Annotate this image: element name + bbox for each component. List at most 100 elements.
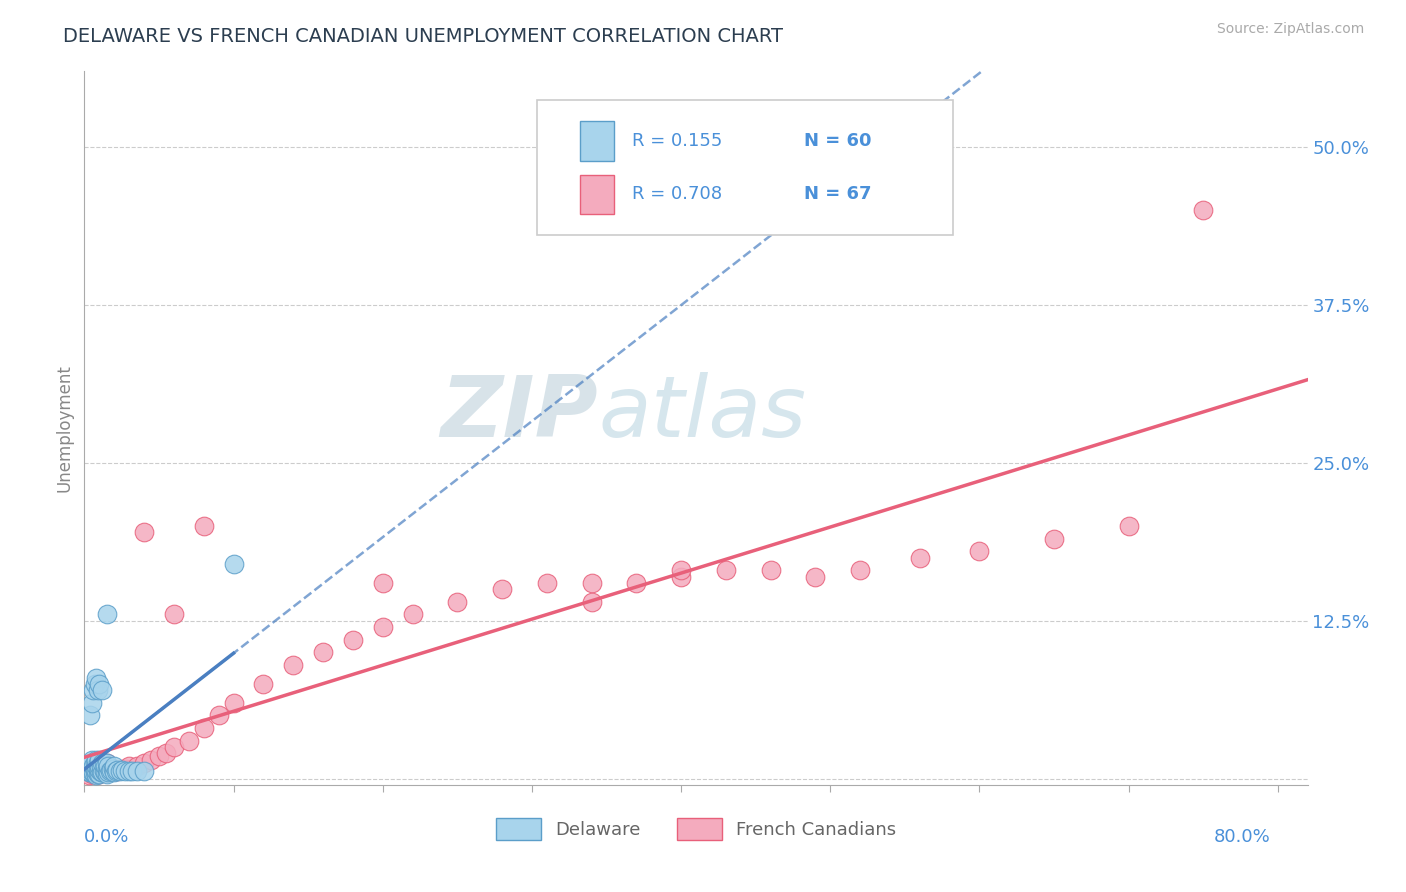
Point: [104, 764, 127, 778]
Point: [84, 766, 107, 780]
Point: [177, 733, 200, 747]
Point: [97, 759, 120, 773]
Point: [714, 563, 737, 577]
Point: [93, 756, 115, 771]
Point: [491, 582, 513, 597]
Point: [132, 525, 155, 540]
Point: [96, 765, 118, 780]
Point: [84, 768, 107, 782]
Point: [89, 762, 111, 776]
FancyBboxPatch shape: [579, 175, 614, 214]
Point: [96, 762, 118, 776]
Point: [87, 756, 110, 771]
Point: [283, 657, 305, 672]
Point: [91, 759, 114, 773]
Text: N = 67: N = 67: [804, 186, 872, 203]
Point: [79, 708, 101, 723]
Point: [93, 764, 115, 778]
Point: [581, 575, 603, 590]
Point: [222, 557, 245, 571]
Point: [626, 575, 648, 590]
Point: [252, 677, 274, 691]
Point: [96, 756, 118, 771]
Point: [89, 763, 111, 777]
Point: [98, 764, 121, 778]
Point: [84, 759, 107, 773]
Point: [87, 766, 110, 780]
Point: [118, 764, 141, 778]
Point: [93, 764, 115, 778]
Point: [83, 765, 105, 780]
Point: [1192, 203, 1215, 218]
Point: [82, 756, 104, 771]
Text: R = 0.155: R = 0.155: [633, 132, 723, 150]
FancyBboxPatch shape: [537, 100, 953, 235]
Point: [125, 764, 148, 778]
Point: [101, 762, 124, 776]
Point: [759, 563, 782, 577]
Point: [82, 765, 104, 780]
Point: [908, 550, 931, 565]
Point: [89, 766, 111, 780]
Point: [163, 740, 186, 755]
Point: [89, 753, 111, 767]
Point: [84, 753, 107, 767]
Point: [111, 762, 134, 776]
Point: [141, 753, 163, 767]
Point: [79, 765, 101, 780]
Point: [80, 762, 103, 776]
Point: [100, 763, 122, 777]
Point: [105, 763, 128, 777]
Point: [89, 759, 111, 773]
Point: [90, 759, 112, 773]
Point: [115, 762, 138, 776]
Point: [401, 607, 423, 622]
Text: atlas: atlas: [598, 372, 806, 456]
Text: DELAWARE VS FRENCH CANADIAN UNEMPLOYMENT CORRELATION CHART: DELAWARE VS FRENCH CANADIAN UNEMPLOYMENT…: [63, 27, 783, 45]
Point: [118, 759, 141, 773]
Point: [105, 764, 128, 778]
Point: [669, 563, 692, 577]
Point: [84, 671, 107, 685]
Point: [80, 753, 103, 767]
Point: [132, 756, 155, 771]
Point: [103, 764, 125, 778]
Point: [97, 765, 120, 780]
Point: [91, 756, 114, 771]
Point: [804, 569, 827, 583]
Point: [96, 607, 118, 622]
Point: [125, 759, 148, 773]
Point: [121, 764, 143, 778]
Point: [91, 765, 114, 780]
Point: [87, 762, 110, 776]
Point: [669, 569, 692, 583]
Point: [90, 765, 112, 780]
Point: [82, 683, 104, 698]
Text: ZIP: ZIP: [440, 372, 598, 456]
Point: [83, 762, 105, 776]
Text: 0.0%: 0.0%: [84, 828, 129, 846]
Point: [91, 765, 114, 780]
Point: [96, 766, 118, 780]
Point: [87, 683, 110, 698]
Point: [100, 764, 122, 778]
Point: [89, 756, 111, 771]
Point: [446, 595, 468, 609]
Point: [1118, 519, 1140, 533]
Point: [94, 759, 117, 773]
Point: [79, 756, 101, 771]
Text: Source: ZipAtlas.com: Source: ZipAtlas.com: [1216, 22, 1364, 37]
Point: [97, 764, 120, 778]
Text: R = 0.708: R = 0.708: [633, 186, 723, 203]
Point: [96, 756, 118, 771]
Point: [80, 759, 103, 773]
Point: [193, 519, 215, 533]
Y-axis label: Unemployment: Unemployment: [55, 364, 73, 492]
Text: N = 60: N = 60: [804, 132, 872, 150]
Point: [94, 765, 117, 780]
Point: [84, 759, 107, 773]
Point: [849, 563, 872, 577]
Point: [87, 762, 110, 776]
Point: [80, 696, 103, 710]
Point: [82, 759, 104, 773]
